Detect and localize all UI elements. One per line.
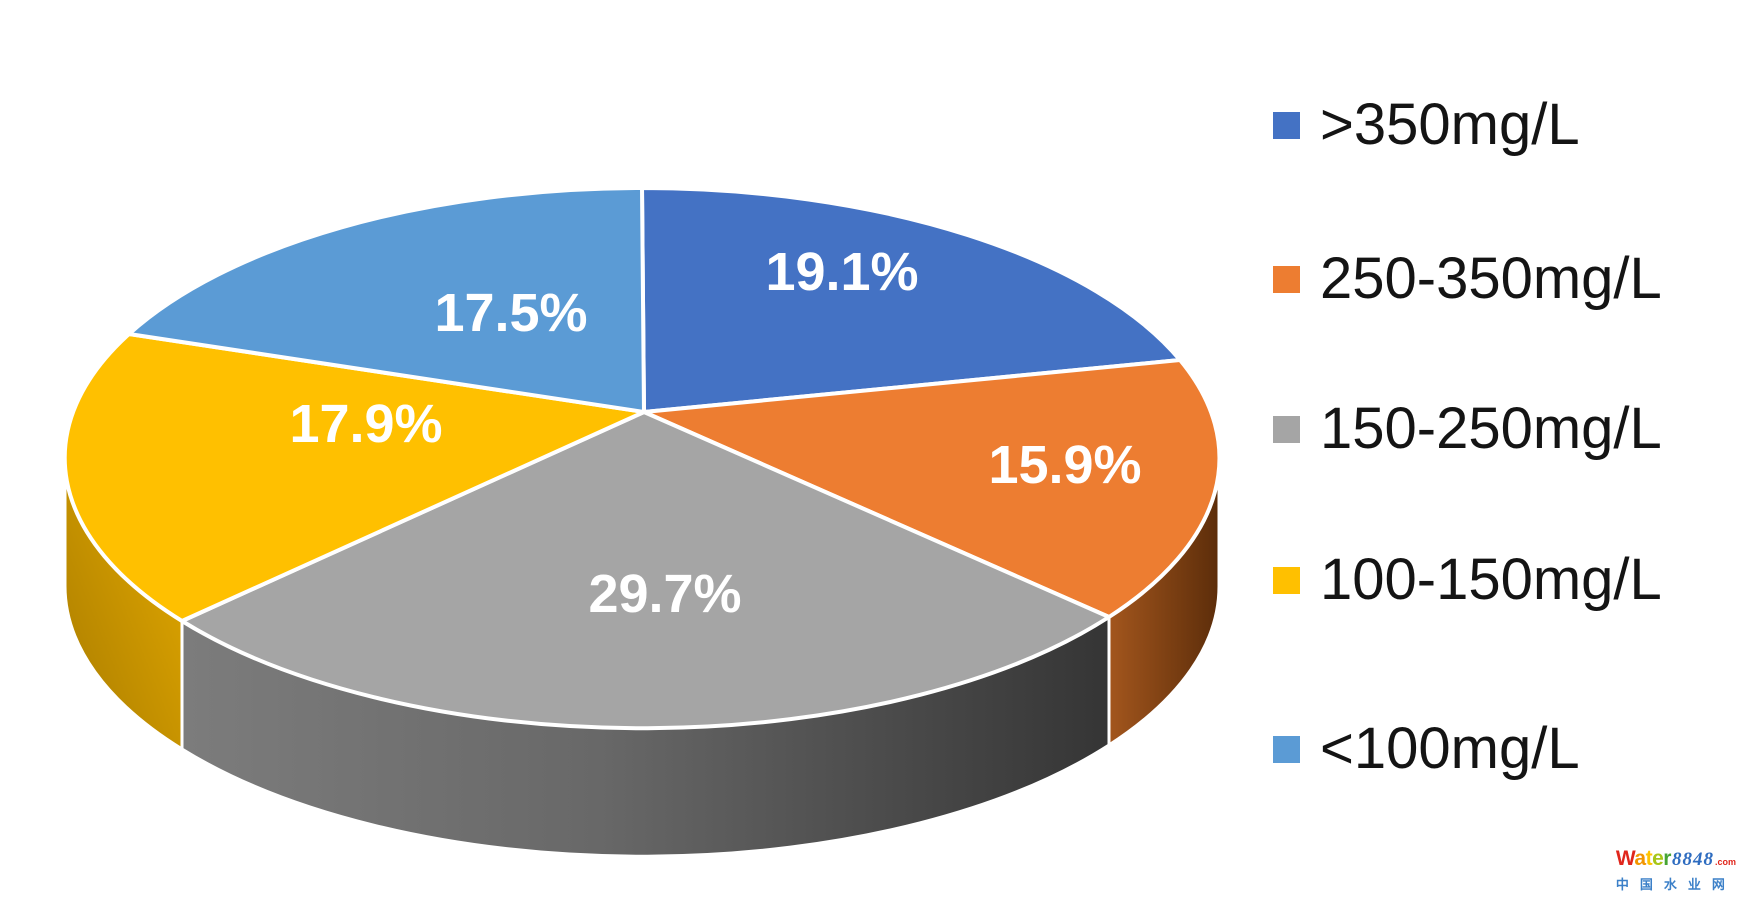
value-label-lt100: 17.5% xyxy=(434,283,587,343)
pie-slice-150-250 xyxy=(180,410,1111,731)
watermark-brand-word: Water xyxy=(1615,847,1672,870)
legend-item-100-150: 100-150mg/L xyxy=(1273,550,1662,610)
value-label-gt350: 19.1% xyxy=(765,242,918,302)
legend-item-lt100: <100mg/L xyxy=(1273,719,1580,779)
watermark-brand-tld: .com xyxy=(1714,857,1736,867)
legend-item-150-250: 150-250mg/L xyxy=(1273,399,1662,459)
brand-letter: W xyxy=(1615,847,1635,870)
brand-letter: e xyxy=(1652,847,1664,870)
legend-label: 150-250mg/L xyxy=(1320,396,1662,461)
watermark-brand-number: 8848 xyxy=(1671,849,1714,870)
legend-swatch xyxy=(1273,415,1300,443)
value-label-150-250: 29.7% xyxy=(588,564,741,624)
watermark-logo: Water 8848 .com 中国水业网 xyxy=(1615,847,1736,893)
value-label-100-150: 17.9% xyxy=(289,394,442,454)
brand-letter: t xyxy=(1645,847,1653,870)
watermark-brand: Water 8848 .com xyxy=(1615,847,1736,872)
legend-label: 100-150mg/L xyxy=(1320,547,1662,612)
brand-letter: r xyxy=(1663,847,1671,870)
legend-swatch xyxy=(1273,111,1300,139)
legend-label: >350mg/L xyxy=(1320,92,1580,157)
pie-slice-250-350 xyxy=(642,358,1222,619)
brand-letter: a xyxy=(1634,847,1646,870)
legend-swatch xyxy=(1273,265,1300,293)
legend-swatch xyxy=(1273,735,1300,763)
pie-value-labels: 19.1% 15.9% 29.7% 17.9% 17.5% xyxy=(289,242,1141,624)
value-label-250-350: 15.9% xyxy=(988,435,1141,495)
legend-item-250-350: 250-350mg/L xyxy=(1273,249,1662,309)
pie-slice-100-150 xyxy=(62,332,646,623)
legend-swatch xyxy=(1273,566,1300,594)
pie-top-surface xyxy=(62,185,1222,731)
legend-label: 250-350mg/L xyxy=(1320,246,1662,311)
pie-walls xyxy=(63,456,1221,858)
pie-slice-lt100 xyxy=(127,185,646,414)
legend-item-gt350: >350mg/L xyxy=(1273,95,1580,155)
legend-label: <100mg/L xyxy=(1320,716,1580,781)
pie-slice-gt350 xyxy=(640,185,1182,414)
watermark-cn-text: 中国水业网 xyxy=(1615,877,1736,892)
